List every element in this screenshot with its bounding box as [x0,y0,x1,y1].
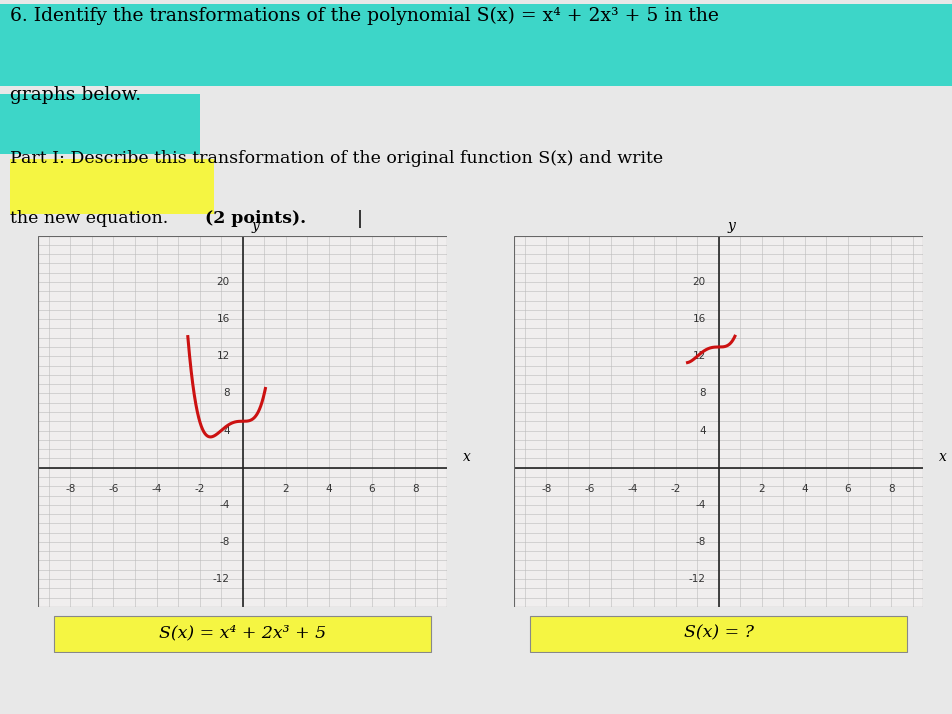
Text: 2: 2 [283,484,289,494]
FancyBboxPatch shape [0,4,952,86]
Text: 6: 6 [368,484,375,494]
Text: S(x) = x⁴ + 2x³ + 5: S(x) = x⁴ + 2x³ + 5 [159,624,327,641]
Text: 12: 12 [693,351,705,361]
Text: Part I: Describe this transformation of the original function S(x) and write: Part I: Describe this transformation of … [10,150,663,167]
Text: 4: 4 [699,426,705,436]
Text: -8: -8 [696,537,705,547]
Text: 2: 2 [759,484,765,494]
Text: (2 points).: (2 points). [205,210,306,227]
Text: 6. Identify the transformations of the polynomial S(x) = x⁴ + 2x³ + 5 in the: 6. Identify the transformations of the p… [10,6,719,25]
Text: |: | [357,210,363,228]
FancyBboxPatch shape [530,616,907,652]
Text: 20: 20 [693,277,705,287]
Text: -4: -4 [696,500,705,510]
Text: -8: -8 [65,484,75,494]
Text: -6: -6 [109,484,119,494]
Text: y: y [727,219,735,233]
Text: 6: 6 [844,484,851,494]
Text: -2: -2 [670,484,681,494]
Text: -4: -4 [220,500,229,510]
Text: 8: 8 [888,484,895,494]
Text: graphs below.: graphs below. [10,86,141,104]
Text: y: y [251,219,259,233]
Text: 4: 4 [802,484,808,494]
Text: the new equation.: the new equation. [10,210,173,227]
Text: 4: 4 [326,484,332,494]
Text: -12: -12 [689,574,705,584]
Text: 16: 16 [693,314,705,324]
Text: S(x) = ?: S(x) = ? [684,624,754,641]
Text: -6: -6 [585,484,595,494]
Text: -8: -8 [541,484,551,494]
Text: 8: 8 [223,388,229,398]
FancyBboxPatch shape [0,94,200,154]
FancyBboxPatch shape [10,159,214,214]
Text: 8: 8 [699,388,705,398]
Text: 20: 20 [217,277,229,287]
Text: 8: 8 [412,484,419,494]
Text: -4: -4 [627,484,638,494]
Text: x: x [463,450,471,464]
Text: -12: -12 [213,574,229,584]
Text: 12: 12 [217,351,229,361]
Text: -2: -2 [194,484,205,494]
Text: -4: -4 [151,484,162,494]
FancyBboxPatch shape [54,616,431,652]
Text: 4: 4 [223,426,229,436]
Text: x: x [939,450,947,464]
Text: -8: -8 [220,537,229,547]
Text: 16: 16 [217,314,229,324]
